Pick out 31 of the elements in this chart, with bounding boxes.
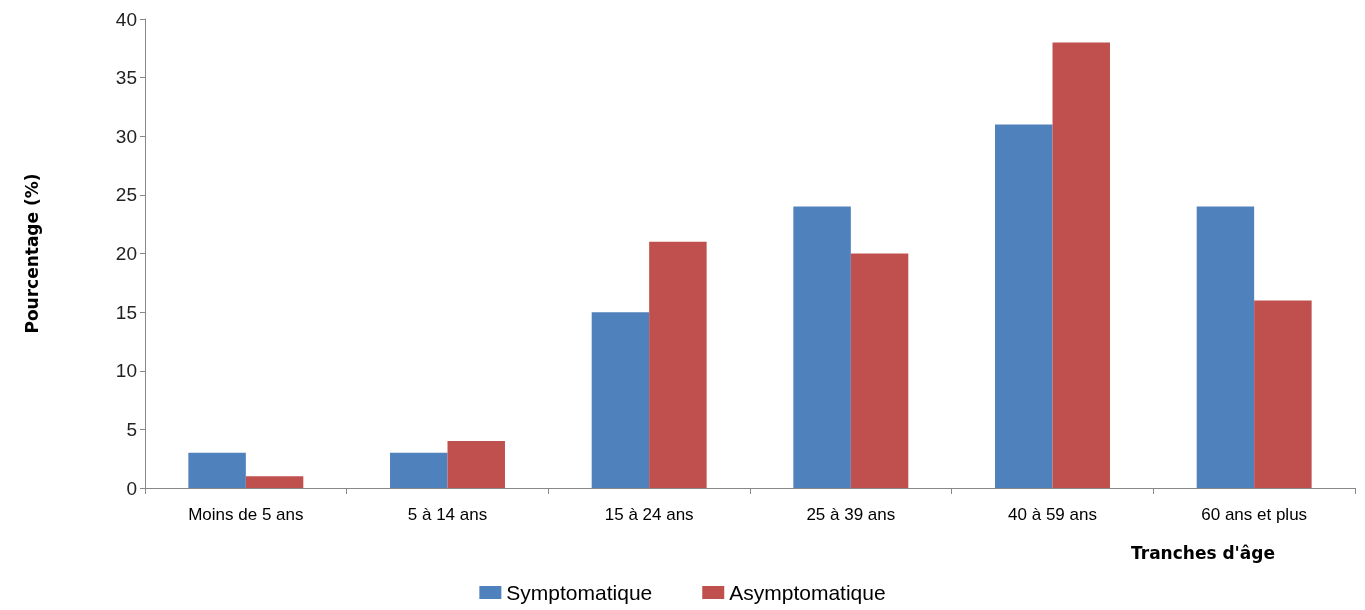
y-tick-label: 10 bbox=[115, 360, 137, 382]
bar bbox=[1254, 300, 1312, 488]
bar bbox=[793, 206, 851, 488]
y-tick-label: 40 bbox=[115, 8, 137, 30]
bar bbox=[390, 452, 448, 488]
y-axis-title: Pourcentage (%) bbox=[21, 173, 42, 334]
x-tick-label: 60 ans et plus bbox=[1201, 505, 1308, 524]
y-tick-label: 20 bbox=[115, 243, 137, 264]
y-tick-label: 5 bbox=[126, 418, 137, 440]
bar bbox=[447, 441, 505, 488]
x-tick-label: 25 à 39 ans bbox=[806, 505, 896, 524]
bar bbox=[1196, 206, 1255, 488]
bar bbox=[188, 452, 246, 488]
x-tick-label: 15 à 24 ans bbox=[604, 505, 694, 524]
x-tick-label: 5 à 14 ans bbox=[407, 505, 488, 524]
y-tick-label: 15 bbox=[115, 301, 137, 323]
y-tick-label: 35 bbox=[115, 67, 137, 89]
legend-label: Symptomatique bbox=[506, 581, 653, 604]
bar bbox=[1052, 42, 1110, 488]
bar bbox=[591, 312, 650, 488]
x-tick-label: Moins de 5 ans bbox=[188, 505, 304, 524]
x-axis-title: Tranches d'âge bbox=[1131, 542, 1275, 563]
bar bbox=[850, 253, 909, 488]
x-tick-label: 40 à 59 ans bbox=[1008, 505, 1097, 524]
y-tick-label: 25 bbox=[115, 184, 137, 206]
bar bbox=[245, 476, 304, 488]
bar bbox=[995, 124, 1053, 488]
y-tick-label: 0 bbox=[126, 477, 137, 499]
legend-label: Asymptomatique bbox=[729, 581, 886, 604]
y-tick-label: 30 bbox=[115, 125, 137, 147]
bar bbox=[649, 241, 707, 488]
